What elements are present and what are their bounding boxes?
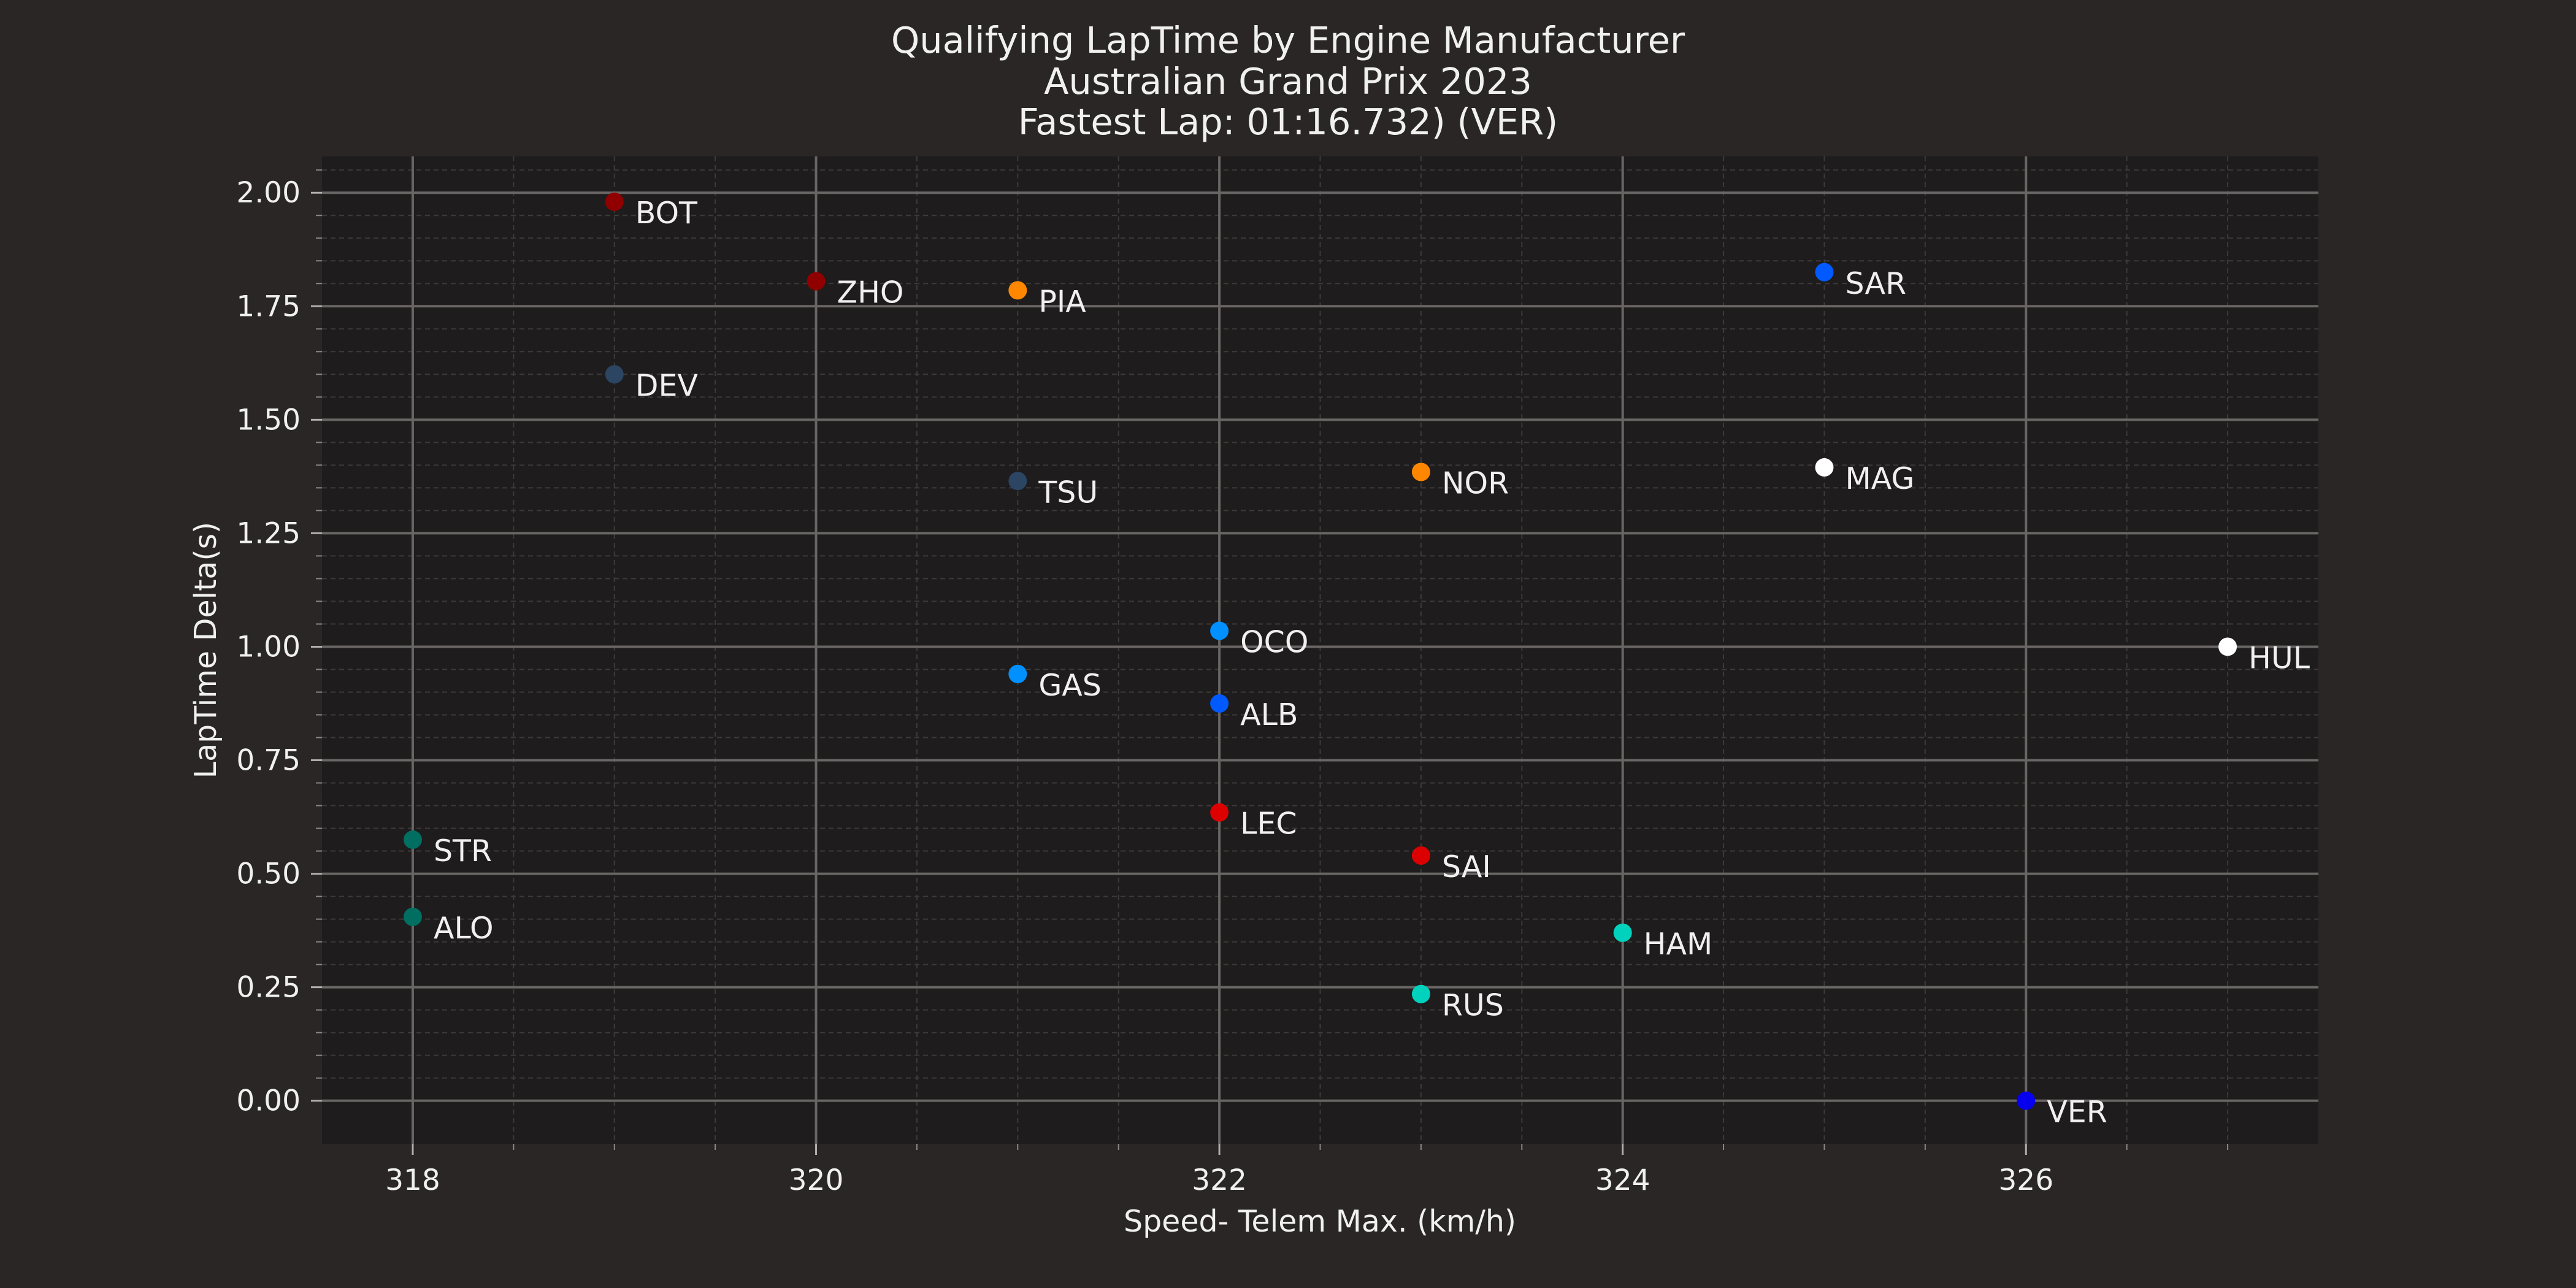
data-label-nor: NOR xyxy=(1442,466,1509,500)
data-label-oco: OCO xyxy=(1240,625,1308,660)
data-label-zho: ZHO xyxy=(837,275,904,310)
data-label-rus: RUS xyxy=(1442,988,1504,1023)
data-label-tsu: TSU xyxy=(1038,475,1098,510)
x-tick-label: 324 xyxy=(1595,1163,1650,1197)
x-tick-label: 322 xyxy=(1192,1163,1247,1197)
y-tick-label: 1.00 xyxy=(236,630,301,664)
chart-title-line-1: Qualifying LapTime by Engine Manufacture… xyxy=(891,19,1685,61)
data-point-sar xyxy=(1815,263,1834,282)
y-axis: 0.00 0.25 0.50 0.75 1.00 1.25 1.50 1.75 2.00 xyxy=(236,169,322,1118)
data-label-alb: ALB xyxy=(1240,697,1298,732)
data-label-bot: BOT xyxy=(635,196,698,231)
data-point-alb xyxy=(1210,694,1229,713)
data-label-ham: HAM xyxy=(1644,927,1713,962)
major-grid xyxy=(322,156,2318,1144)
data-point-nor xyxy=(1411,462,1430,481)
data-label-pia: PIA xyxy=(1038,284,1086,319)
data-point-lec xyxy=(1210,803,1229,822)
y-tick-label: 1.25 xyxy=(236,516,301,550)
data-point-str xyxy=(403,830,422,849)
y-tick-label: 0.50 xyxy=(236,857,301,891)
data-point-ver xyxy=(2017,1091,2036,1110)
chart-title-line-3: Fastest Lap: 01:16.732) (VER) xyxy=(1018,101,1558,143)
data-label-dev: DEV xyxy=(635,368,699,403)
data-label-sai: SAI xyxy=(1442,849,1491,884)
y-tick-label: 1.75 xyxy=(236,289,301,323)
data-point-gas xyxy=(1008,664,1027,683)
data-point-pia xyxy=(1008,281,1027,300)
x-axis-label: Speed- Telem Max. (km/h) xyxy=(1124,1204,1516,1239)
data-label-alo: ALO xyxy=(434,911,494,946)
data-point-mag xyxy=(1815,458,1834,477)
data-point-oco xyxy=(1210,621,1229,640)
data-point-tsu xyxy=(1008,472,1027,491)
x-tick-label: 318 xyxy=(385,1163,440,1197)
data-point-alo xyxy=(403,907,422,926)
data-label-ver: VER xyxy=(2047,1095,2107,1130)
data-label-sar: SAR xyxy=(1845,266,1906,301)
data-label-gas: GAS xyxy=(1038,668,1102,703)
data-point-sai xyxy=(1411,846,1430,865)
data-point-rus xyxy=(1411,984,1430,1003)
data-label-str: STR xyxy=(434,834,492,868)
data-point-ham xyxy=(1613,923,1632,942)
y-tick-label: 1.50 xyxy=(236,403,301,437)
y-tick-label: 2.00 xyxy=(236,176,301,210)
data-label-hul: HUL xyxy=(2248,640,2310,675)
y-axis-label: LapTime Delta(s) xyxy=(188,522,223,778)
data-label-mag: MAG xyxy=(1845,461,1914,496)
data-point-zho xyxy=(807,272,826,291)
data-point-bot xyxy=(605,193,624,212)
chart-title-line-2: Australian Grand Prix 2023 xyxy=(1044,60,1532,102)
x-tick-label: 326 xyxy=(1998,1163,2053,1197)
y-tick-label: 0.00 xyxy=(236,1084,301,1118)
x-tick-label: 320 xyxy=(789,1163,844,1197)
data-point-dev xyxy=(605,365,624,384)
data-label-lec: LEC xyxy=(1240,807,1297,841)
data-point-hul xyxy=(2218,637,2237,656)
y-tick-label: 0.25 xyxy=(236,971,301,1005)
y-tick-label: 0.75 xyxy=(236,744,301,778)
x-axis: 318 320 322 324 326 xyxy=(385,1144,2229,1197)
data-points: BOT ZHO PIA SAR DEV TSU NOR MAG OCO HUL GAS ALB LEC S… xyxy=(403,193,2310,1130)
